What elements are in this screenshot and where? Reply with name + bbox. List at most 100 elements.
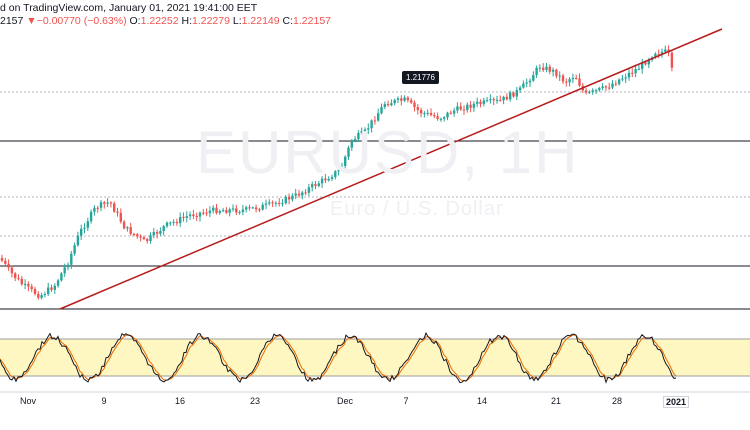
candle-body xyxy=(251,207,254,209)
stochastic-oscillator-pane xyxy=(0,331,750,384)
candle-body xyxy=(390,103,393,106)
header-change: −0.00770 (−0.63%) xyxy=(36,15,127,27)
candle-body xyxy=(654,53,657,58)
candle-body xyxy=(225,210,228,213)
candle-body xyxy=(119,212,122,222)
candle-body xyxy=(93,207,96,212)
candle-body xyxy=(182,217,185,219)
candle-body xyxy=(238,211,241,213)
candle-body xyxy=(287,196,291,200)
candle-body xyxy=(307,187,311,193)
open-label: O: xyxy=(129,15,141,27)
candle-body xyxy=(637,68,641,70)
candle-body xyxy=(122,221,126,229)
candle-body xyxy=(248,207,251,209)
candle-body xyxy=(611,83,614,88)
candle-body xyxy=(27,283,30,287)
candle-body xyxy=(634,69,637,74)
candle-body xyxy=(657,53,660,55)
candle-body xyxy=(198,212,202,217)
low-label: L: xyxy=(232,15,242,27)
candle-body xyxy=(604,86,608,88)
candle-body xyxy=(591,90,594,92)
candle-body xyxy=(601,86,604,89)
candle-body xyxy=(96,207,99,209)
trendline[interactable] xyxy=(59,28,723,310)
candle-body xyxy=(294,193,297,196)
candle-body xyxy=(0,258,4,261)
candle-body xyxy=(594,90,598,92)
header-price-prefix: 2157 xyxy=(0,15,24,27)
candle-body xyxy=(228,209,231,213)
candle-body xyxy=(47,287,50,295)
candle-body xyxy=(324,178,327,181)
candle-body xyxy=(208,210,212,214)
candle-body xyxy=(492,99,495,101)
candle-body xyxy=(221,210,225,212)
candle-body xyxy=(56,280,60,286)
candle-body xyxy=(410,100,413,103)
change-arrow-icon: ▼ xyxy=(26,15,37,27)
header-title: d on TradingView.com, January 01, 2021 1… xyxy=(0,2,258,14)
candle-body xyxy=(340,165,344,170)
candle-body xyxy=(598,88,601,91)
high-label: H: xyxy=(181,15,193,27)
candle-body xyxy=(413,102,416,108)
candle-body xyxy=(89,211,93,222)
candle-body xyxy=(162,226,165,231)
x-tick-year-label[interactable]: 2021 xyxy=(662,396,690,408)
candle-body xyxy=(212,207,215,211)
candle-body xyxy=(53,285,56,290)
candle-body xyxy=(357,133,360,140)
candle-body xyxy=(291,195,294,200)
candle-body xyxy=(334,171,337,178)
candle-body xyxy=(363,129,367,132)
candle-body xyxy=(542,67,545,71)
candle-body xyxy=(106,202,109,204)
candle-body xyxy=(386,104,390,106)
candle-body xyxy=(86,221,89,228)
candle-body xyxy=(129,227,132,234)
candle-body xyxy=(301,192,304,196)
candle-body xyxy=(472,103,476,108)
candle-body xyxy=(670,52,674,68)
candle-body xyxy=(400,98,403,101)
candle-body xyxy=(231,208,235,210)
horizontal-support-resistance-lines[interactable] xyxy=(0,140,750,310)
x-tick-label: 7 xyxy=(403,396,409,406)
candle-body xyxy=(136,234,139,237)
candle-body xyxy=(99,202,103,208)
candle-body xyxy=(337,169,340,172)
candle-body xyxy=(419,110,423,114)
candle-body xyxy=(522,83,525,88)
candle-body xyxy=(30,286,33,289)
candle-body xyxy=(439,118,443,120)
open-value: 1.22252 xyxy=(140,15,179,27)
candle-body xyxy=(538,67,542,69)
candle-body xyxy=(614,83,617,85)
candle-body xyxy=(258,209,261,211)
candle-body xyxy=(624,77,627,79)
oscillator-band xyxy=(0,339,750,376)
candle-body xyxy=(60,273,63,281)
candle-body xyxy=(271,202,274,204)
candle-body xyxy=(367,128,370,130)
candle-body xyxy=(551,69,555,72)
candle-body xyxy=(627,72,631,78)
candle-body xyxy=(175,221,179,224)
candle-body xyxy=(245,207,248,210)
candle-body xyxy=(462,109,466,111)
candle-body xyxy=(459,106,462,110)
high-value: 1.22279 xyxy=(192,15,230,27)
candle-body xyxy=(205,212,208,214)
candle-body xyxy=(17,278,20,280)
candle-body xyxy=(109,202,113,204)
candle-body xyxy=(320,178,324,184)
candle-body xyxy=(73,245,76,254)
candle-body xyxy=(169,222,172,224)
candle-body xyxy=(396,98,400,101)
price-annotation-tag[interactable]: 1.21776 xyxy=(402,71,439,84)
candle-body xyxy=(558,75,561,77)
x-tick-label: 21 xyxy=(550,396,562,406)
